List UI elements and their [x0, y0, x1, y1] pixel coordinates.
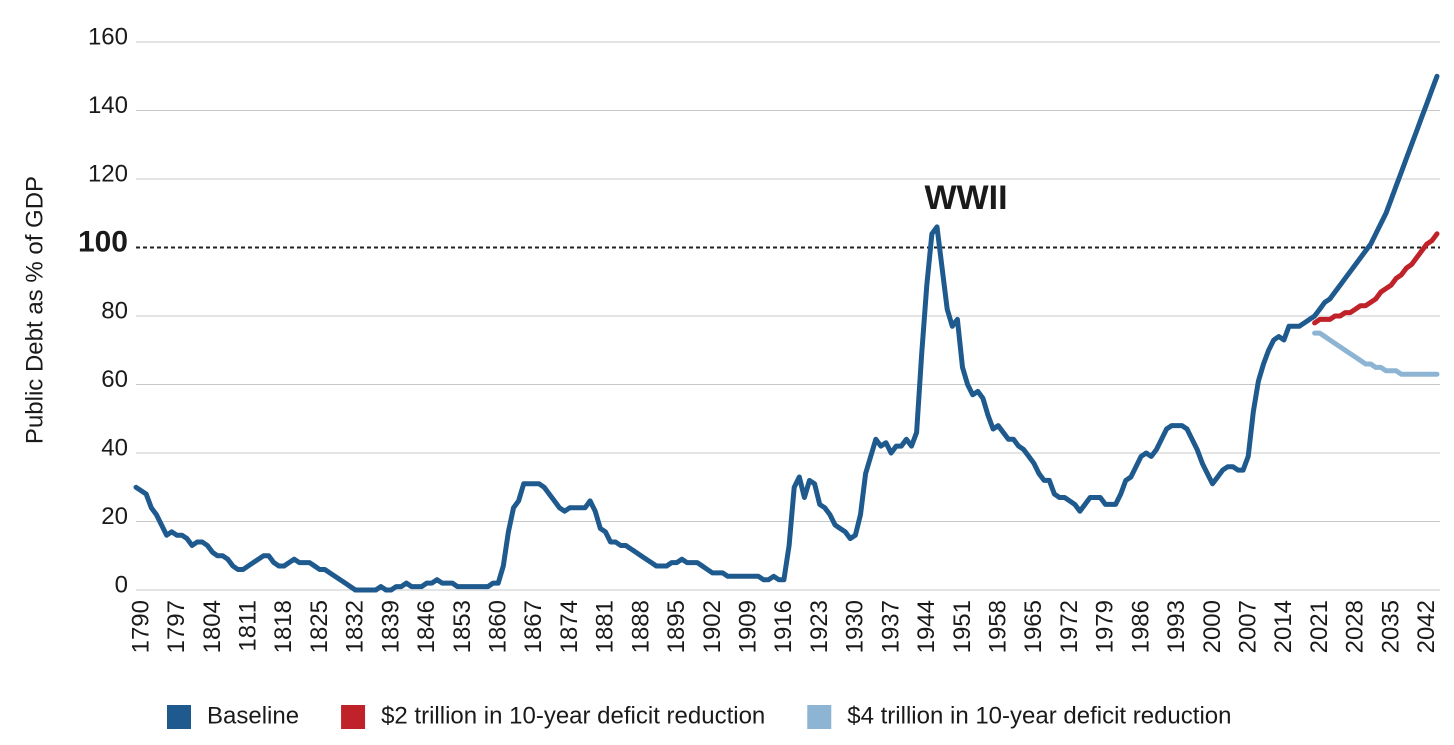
- x-tick-label: 1993: [1163, 600, 1190, 653]
- legend-label: $2 trillion in 10-year deficit reduction: [381, 702, 765, 729]
- legend-swatch: [807, 705, 832, 729]
- x-tick-label: 1867: [520, 600, 547, 653]
- x-tick-label: 1944: [913, 600, 940, 653]
- x-tick-label: 1811: [234, 600, 261, 652]
- y-tick-label: 60: [101, 366, 128, 393]
- x-tick-label: 1790: [127, 600, 154, 653]
- annotation: WWII: [924, 179, 1007, 217]
- x-tick-label: 2000: [1199, 600, 1226, 653]
- x-tick-label: 1797: [163, 600, 190, 653]
- x-tick-label: 1881: [592, 600, 619, 653]
- series-line: [1312, 330, 1440, 377]
- x-tick-label: 1916: [770, 600, 797, 653]
- y-tick-label: 140: [88, 92, 128, 119]
- y-tick-label: 80: [101, 297, 128, 324]
- y-axis-label: Public Debt as % of GDP: [21, 176, 48, 444]
- x-tick-label: 1818: [270, 600, 297, 653]
- x-tick-label: 1965: [1020, 600, 1047, 653]
- x-tick-label: 2021: [1306, 600, 1333, 653]
- x-tick-label: 1951: [949, 600, 976, 653]
- x-tick-label: 1888: [627, 600, 654, 653]
- x-tick-label: 1972: [1056, 600, 1083, 653]
- x-tick-label: 1804: [199, 600, 226, 653]
- y-tick-label: 20: [101, 503, 128, 530]
- x-tick-label: 2028: [1342, 600, 1369, 653]
- x-tick-label: 1895: [663, 600, 690, 653]
- x-tick-label: 1860: [484, 600, 511, 653]
- x-tick-label: 1923: [806, 600, 833, 653]
- x-tick-label: 1874: [556, 600, 583, 653]
- x-tick-label: 1979: [1092, 600, 1119, 653]
- y-tick-label: 160: [88, 23, 128, 50]
- y-tick-label: 40: [101, 434, 128, 461]
- x-tick-label: 1958: [984, 600, 1011, 653]
- y-tick-label: 120: [88, 160, 128, 187]
- series-line: [1312, 231, 1440, 326]
- legend-label: Baseline: [207, 702, 299, 729]
- legend-label: $4 trillion in 10-year deficit reduction: [847, 702, 1231, 729]
- x-tick-label: 1832: [342, 600, 369, 653]
- x-tick-label: 2042: [1413, 600, 1440, 653]
- x-tick-label: 2014: [1270, 600, 1297, 653]
- x-tick-label: 1853: [449, 600, 476, 653]
- legend-swatch: [167, 705, 191, 729]
- x-tick-label: 2035: [1377, 600, 1404, 653]
- legend-swatch: [341, 705, 366, 729]
- y-tick-label: 100: [78, 225, 128, 258]
- x-tick-label: 1825: [306, 600, 333, 653]
- x-tick-label: 1909: [734, 600, 761, 653]
- x-tick-label: 2007: [1234, 600, 1261, 653]
- x-tick-label: 1937: [877, 600, 904, 653]
- x-tick-label: 1839: [377, 600, 404, 653]
- x-tick-label: 1846: [413, 600, 440, 653]
- series-line: [133, 73, 1440, 593]
- x-tick-label: 1930: [842, 600, 869, 653]
- y-tick-label: 0: [115, 571, 128, 598]
- x-tick-label: 1902: [699, 600, 726, 653]
- x-tick-label: 1986: [1127, 600, 1154, 653]
